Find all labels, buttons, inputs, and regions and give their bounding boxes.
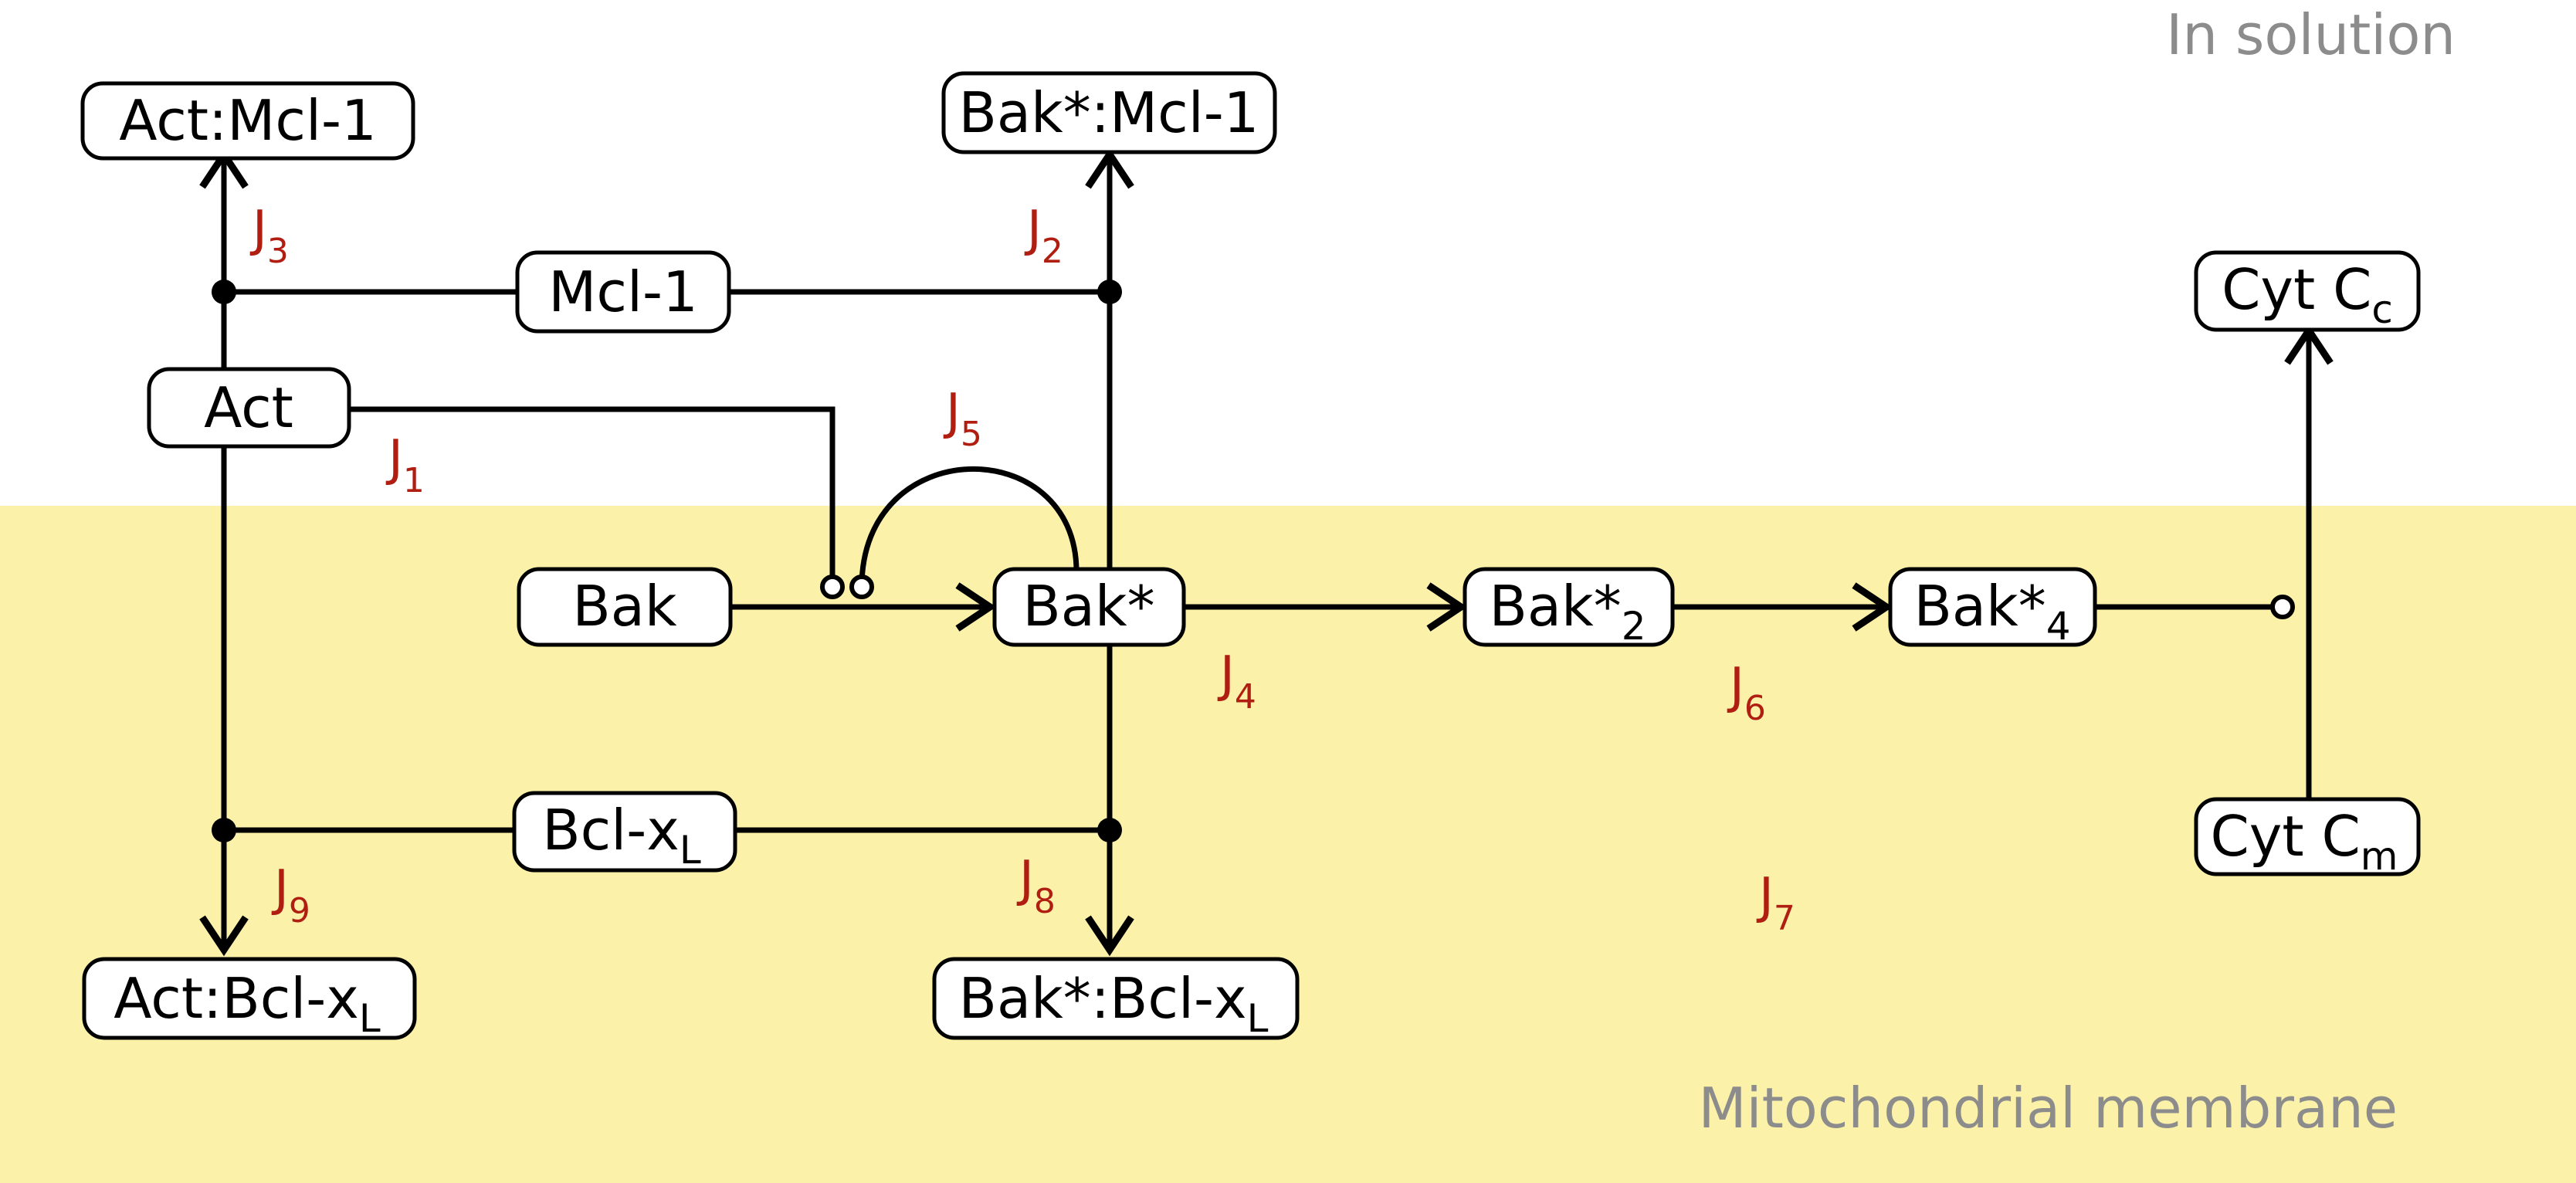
flux-label-j3: J3 bbox=[249, 201, 289, 271]
node-cytc-c: Cyt Cc bbox=[2194, 250, 2421, 332]
svg-text:Bcl-xL: Bcl-xL bbox=[542, 798, 701, 873]
node-bak-star-4: Bak*4 bbox=[1888, 567, 2097, 649]
svg-text:Mcl-1: Mcl-1 bbox=[548, 259, 698, 324]
svg-text:Bak: Bak bbox=[572, 574, 677, 639]
node-act-mcl1: Act:Mcl-1 bbox=[80, 81, 415, 161]
node-bak-star-2: Bak*2 bbox=[1463, 567, 1675, 649]
node-bclxl: Bcl-xL bbox=[512, 791, 737, 873]
solution-region-label: In solution bbox=[2166, 2, 2456, 67]
svg-text:Bak*:Mcl-1: Bak*:Mcl-1 bbox=[959, 80, 1259, 145]
flux-label-j2: J2 bbox=[1024, 201, 1063, 271]
junction-act-bclxl bbox=[212, 818, 236, 842]
node-act: Act bbox=[147, 367, 351, 449]
node-bak-star: Bak* bbox=[992, 567, 1186, 647]
flux-label-j8: J8 bbox=[1016, 851, 1056, 921]
solution-region bbox=[0, 0, 2576, 506]
junction-bakstar-bclxl bbox=[1097, 818, 1122, 842]
node-bak-mcl1: Bak*:Mcl-1 bbox=[941, 71, 1277, 154]
flux-label-j4: J4 bbox=[1217, 646, 1256, 717]
svg-text:Bak*: Bak* bbox=[1022, 574, 1154, 639]
flux-label-j7: J7 bbox=[1756, 868, 1795, 938]
junction-bakstar-mcl1 bbox=[1097, 280, 1122, 304]
flux-label-j9: J9 bbox=[271, 860, 310, 930]
node-cytc-m: Cyt Cm bbox=[2194, 797, 2421, 879]
flux-label-j1: J1 bbox=[385, 430, 425, 500]
node-bak: Bak bbox=[517, 567, 733, 647]
catalysis-bak4 bbox=[2270, 595, 2295, 619]
edge-act-activation bbox=[349, 406, 836, 575]
svg-text:Cyt Cc: Cyt Cc bbox=[2222, 257, 2393, 332]
junction-act-mcl1 bbox=[212, 280, 236, 304]
svg-text:Bak*2: Bak*2 bbox=[1489, 574, 1646, 649]
membrane-region-label: Mitochondrial membrane bbox=[1698, 1076, 2398, 1141]
svg-text:Bak*:Bcl-xL: Bak*:Bcl-xL bbox=[959, 966, 1269, 1041]
catalysis-act bbox=[820, 575, 845, 599]
catalysis-bakstar bbox=[849, 575, 874, 599]
svg-text:Act: Act bbox=[204, 375, 293, 440]
flux-label-j5: J5 bbox=[943, 384, 982, 454]
svg-text:Act:Bcl-xL: Act:Bcl-xL bbox=[114, 966, 381, 1041]
node-act-bclxl: Act:Bcl-xL bbox=[82, 957, 417, 1041]
svg-text:Act:Mcl-1: Act:Mcl-1 bbox=[119, 88, 377, 153]
flux-label-j6: J6 bbox=[1727, 658, 1766, 728]
edge-bakstar-autoactivation bbox=[859, 466, 1080, 588]
node-mcl1: Mcl-1 bbox=[515, 250, 731, 334]
svg-text:Cyt Cm: Cyt Cm bbox=[2211, 804, 2398, 879]
membrane-region bbox=[0, 506, 2576, 1183]
svg-text:Bak*4: Bak*4 bbox=[1913, 574, 2070, 649]
node-bak-bclxl: Bak*:Bcl-xL bbox=[932, 957, 1300, 1041]
